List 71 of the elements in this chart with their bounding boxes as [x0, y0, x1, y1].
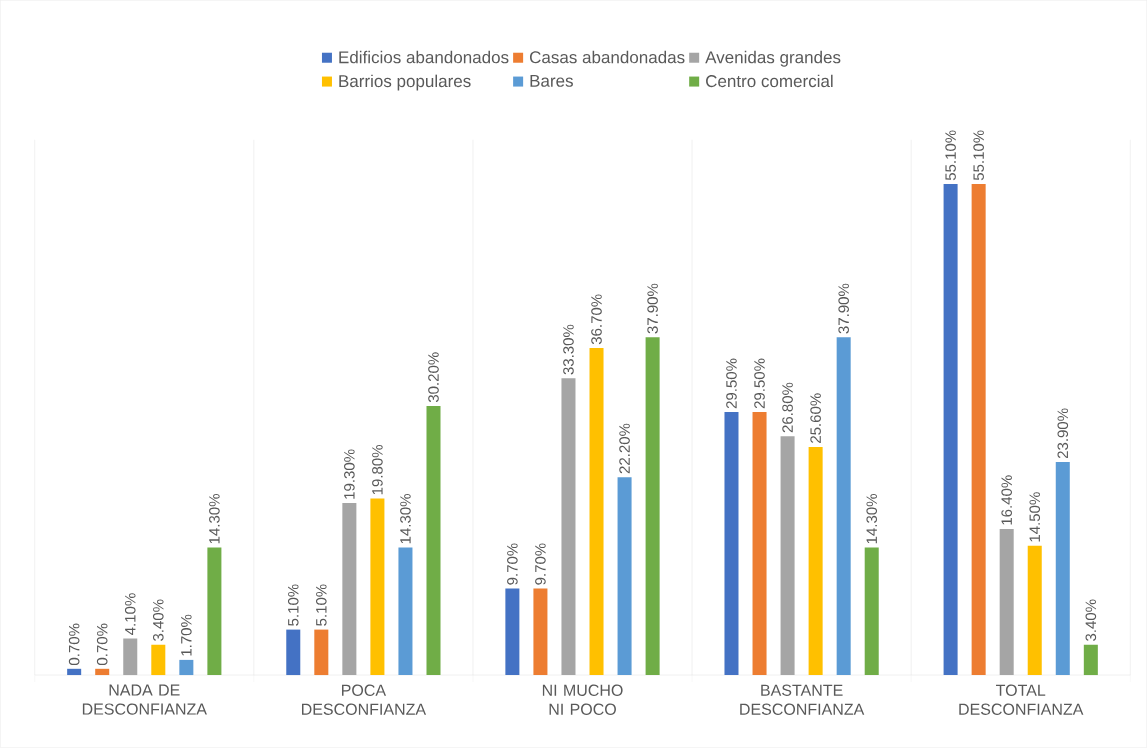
- data-label: 30.20%: [428, 352, 439, 403]
- bar: [314, 629, 329, 676]
- data-label: 29.50%: [754, 358, 765, 409]
- data-label: 55.10%: [945, 130, 956, 181]
- bar: [724, 412, 739, 676]
- data-label: 0.70%: [68, 623, 80, 666]
- bar: [999, 528, 1014, 676]
- legend-label: Edificios abandonados: [339, 50, 509, 64]
- x-tick-label: TOTAL DESCONFIANZA: [959, 684, 1084, 716]
- bar: [589, 348, 604, 676]
- bar: [505, 588, 520, 676]
- bar: [864, 547, 879, 676]
- data-label: 26.80%: [782, 382, 793, 433]
- bar: [561, 378, 576, 676]
- x-tick-label: NADA DE DESCONFIANZA: [82, 684, 207, 715]
- bar: [943, 184, 958, 676]
- data-label: 4.10%: [124, 593, 136, 636]
- bar: [151, 644, 166, 676]
- bar: [780, 436, 795, 676]
- bar: [123, 638, 138, 676]
- legend-label: Casas abandonadas: [529, 50, 685, 64]
- bar: [426, 405, 441, 676]
- x-tick-label: BASTANTE DESCONFIANZA: [740, 684, 865, 716]
- bar: [95, 668, 110, 676]
- data-label: 22.20%: [619, 423, 630, 474]
- bar: [971, 184, 986, 676]
- bar: [617, 477, 632, 676]
- data-label: 25.60%: [810, 393, 821, 444]
- bar: [398, 547, 413, 676]
- data-label: 29.50%: [726, 358, 737, 409]
- data-label: 1.70%: [181, 614, 192, 656]
- data-label: 5.10%: [316, 584, 327, 626]
- data-label: 14.30%: [400, 494, 411, 544]
- bar: [836, 337, 851, 676]
- bar: [286, 629, 301, 676]
- data-label: 14.30%: [866, 494, 878, 544]
- bar: [1083, 644, 1098, 676]
- x-tick-label: POCA DESCONFIANZA: [302, 684, 427, 716]
- bar: [370, 498, 385, 676]
- data-label: 19.30%: [344, 449, 355, 499]
- bar: [533, 588, 548, 676]
- data-label: 37.90%: [647, 283, 658, 334]
- bar: [752, 412, 767, 676]
- data-label: 5.10%: [287, 584, 299, 626]
- x-tick-label: NI MUCHO NI POCO: [542, 684, 623, 716]
- data-label: 23.90%: [1057, 408, 1069, 459]
- data-label: 36.70%: [591, 294, 602, 345]
- data-label: 55.10%: [973, 130, 984, 181]
- data-label: 0.70%: [96, 623, 108, 666]
- legend-label: Bares: [530, 75, 573, 87]
- bar: [179, 660, 194, 676]
- legend-label: Barrios populares: [339, 74, 471, 91]
- data-label: 9.70%: [507, 543, 518, 585]
- bar: [207, 547, 222, 676]
- bar: [808, 446, 823, 676]
- data-label: 19.80%: [372, 445, 383, 495]
- data-label: 33.30%: [563, 324, 574, 375]
- bar: [342, 503, 357, 676]
- data-label: 37.90%: [838, 283, 849, 334]
- data-label: 9.70%: [535, 543, 546, 585]
- data-label: 14.30%: [209, 494, 220, 544]
- bar: [67, 668, 82, 676]
- bar: [1027, 545, 1042, 676]
- legend-label: Avenidas grandes: [705, 50, 841, 67]
- legend-label: Centro comercial: [706, 74, 833, 88]
- data-label: 16.40%: [1001, 475, 1012, 525]
- data-label: 14.50%: [1029, 492, 1041, 542]
- data-label: 3.40%: [1085, 599, 1097, 642]
- bar: [1055, 462, 1070, 676]
- data-label: 3.40%: [152, 599, 164, 642]
- bar: [645, 337, 660, 676]
